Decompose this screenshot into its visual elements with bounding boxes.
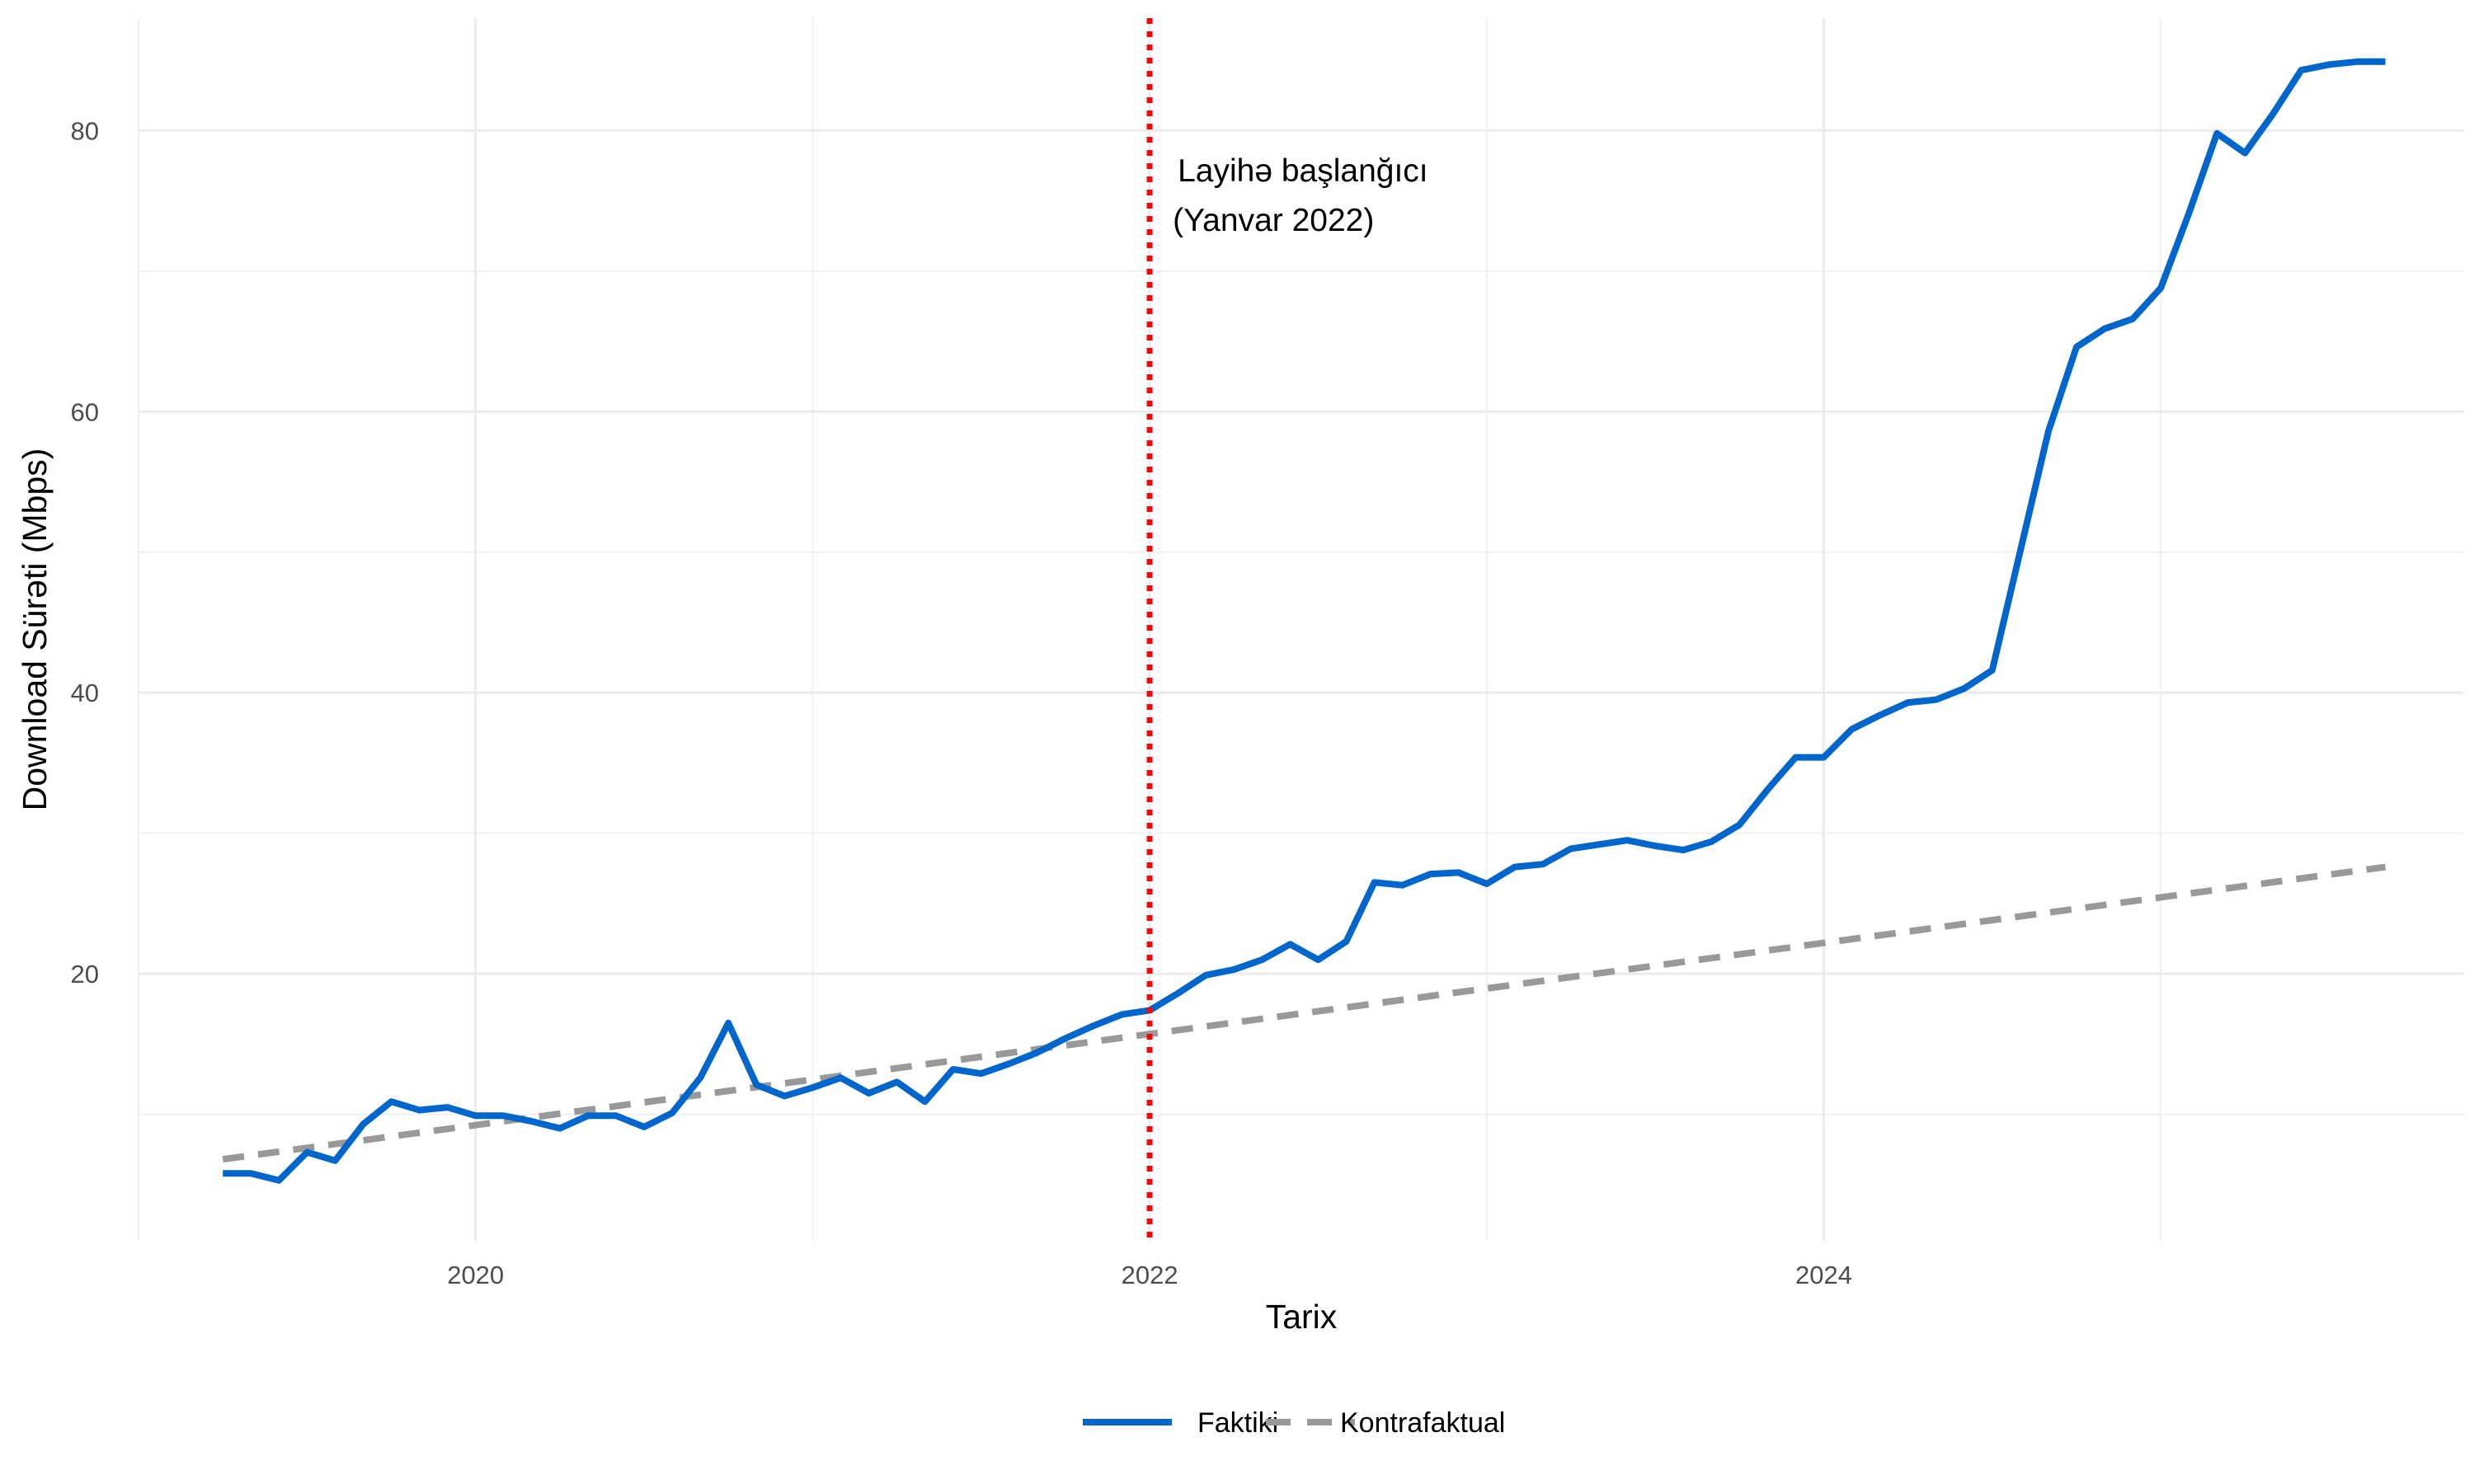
intervention-marker: Layihə başlanğıcı (Yanvar 2022) <box>1146 18 1428 1241</box>
y-tick-label-20: 20 <box>71 960 99 989</box>
series-line-kontrafaktual <box>222 863 2387 1163</box>
x-axis-ticks: 2020 2022 2024 <box>447 1261 1852 1289</box>
y-axis-title: Download Sürəti (Mbps) <box>16 448 54 811</box>
legend: Faktiki Kontrafaktual <box>1083 1407 1505 1439</box>
x-tick-label-2020: 2020 <box>447 1261 504 1289</box>
y-tick-label-80: 80 <box>71 116 99 145</box>
intervention-label-line1: Layihə başlanğıcı <box>1178 153 1428 189</box>
y-tick-label-60: 60 <box>71 397 99 426</box>
series-line-faktiki <box>223 58 2386 1184</box>
intervention-label-line2: (Yanvar 2022) <box>1173 203 1374 238</box>
legend-label-kontrafaktual: Kontrafaktual <box>1340 1407 1505 1439</box>
legend-label-faktiki: Faktiki <box>1197 1407 1278 1439</box>
series <box>222 58 2387 1184</box>
x-axis-title: Tarix <box>1266 1298 1338 1336</box>
grid <box>138 18 2464 1241</box>
y-tick-label-40: 40 <box>71 679 99 707</box>
x-tick-label-2022: 2022 <box>1122 1261 1178 1289</box>
y-axis-ticks: 20 40 60 80 <box>71 116 99 989</box>
x-tick-label-2024: 2024 <box>1795 1261 1852 1289</box>
